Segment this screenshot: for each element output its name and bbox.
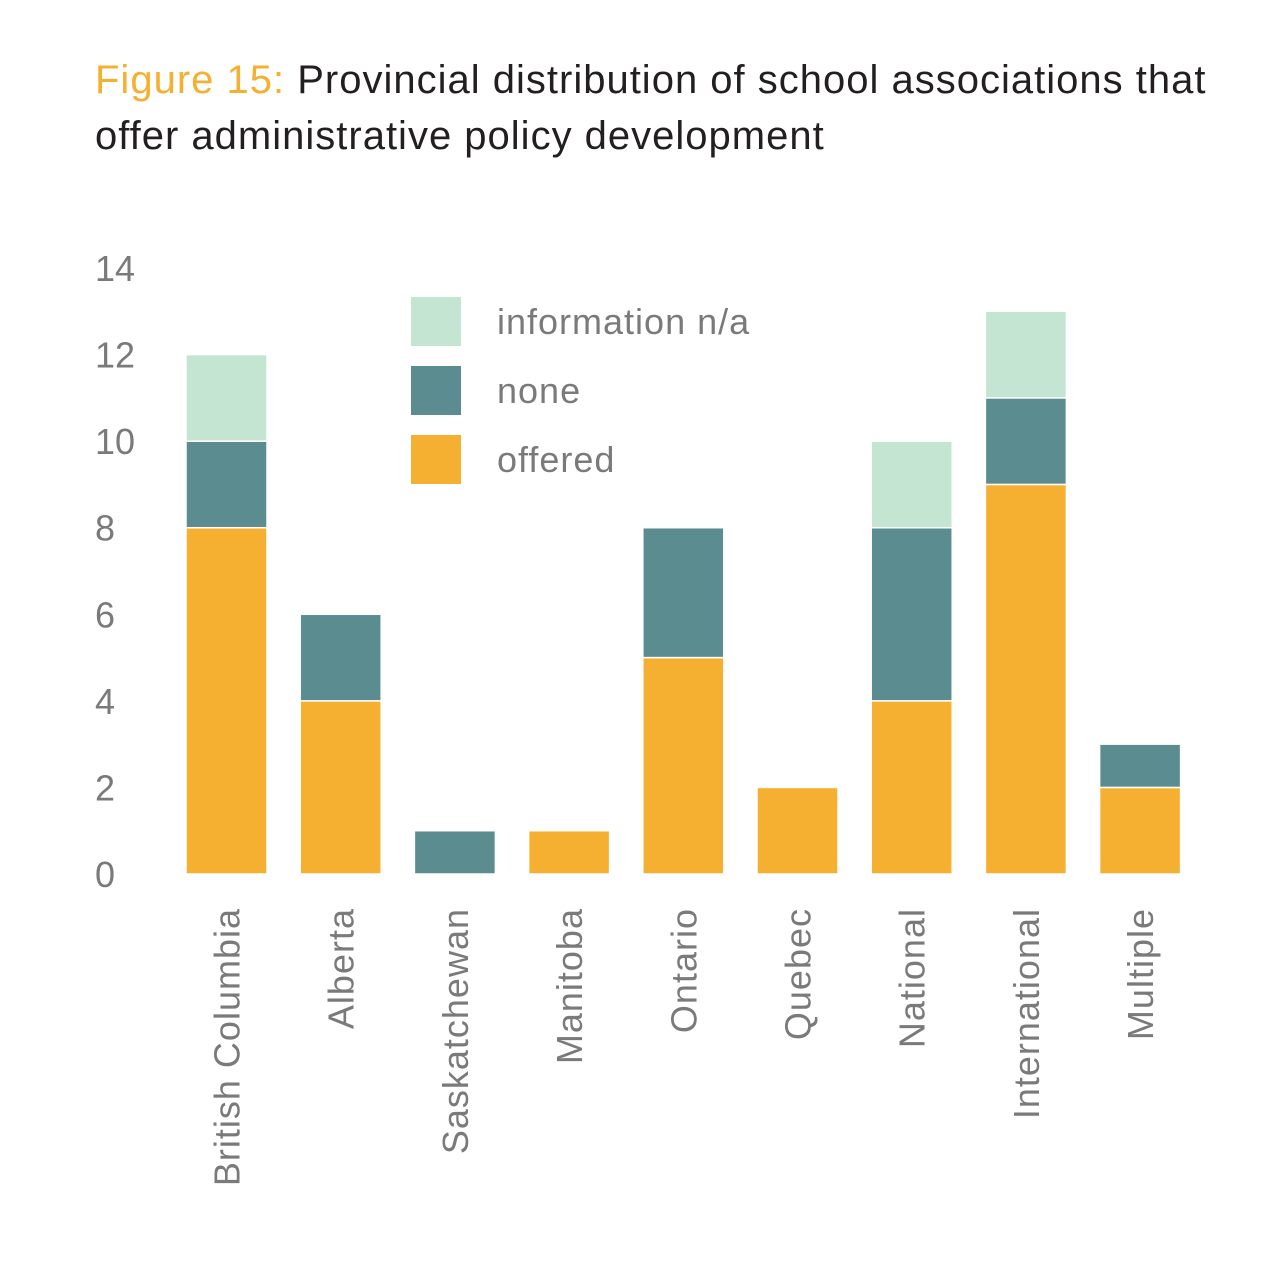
legend-swatch-none [411, 366, 461, 415]
bar-british-columbia-information-n-a [185, 353, 268, 442]
figure-label: Figure 15: [95, 58, 286, 102]
legend-swatch-information-n-a [411, 297, 461, 346]
y-tick-label: 0 [95, 854, 115, 895]
bar-multiple-offered [1098, 786, 1182, 875]
x-label-british-columbia: British Columbia [207, 908, 248, 1186]
bar-alberta-offered [299, 700, 382, 875]
x-label-ontario: Ontario [663, 908, 704, 1033]
bar-manitoba-offered [527, 829, 611, 875]
bar-national-information-n-a [870, 440, 953, 529]
bar-saskatchewan-none [413, 829, 497, 875]
x-label-quebec: Quebec [778, 908, 819, 1040]
legend-label-offered: offered [497, 439, 615, 480]
bar-national-none [870, 526, 953, 702]
bar-international-offered [984, 483, 1068, 875]
title-text: Provincial distribution of school associ… [95, 58, 1207, 158]
y-axis-ticks: 0 2 4 6 8 10 12 14 [95, 248, 135, 895]
legend: information n/a none offered [411, 297, 750, 484]
bar-international-information-n-a [984, 310, 1068, 399]
y-tick-label: 12 [95, 335, 135, 376]
x-label-saskatchewan: Saskatchewan [435, 908, 476, 1154]
x-label-national: National [892, 908, 933, 1048]
y-tick-label: 14 [95, 248, 135, 289]
bar-ontario-offered [642, 656, 725, 875]
x-label-alberta: Alberta [321, 908, 362, 1029]
y-tick-label: 10 [95, 421, 135, 462]
x-axis-labels: British Columbia Alberta Saskatchewan Manit… [207, 908, 1162, 1186]
bars-group [185, 310, 1182, 875]
x-label-multiple: Multiple [1120, 908, 1161, 1040]
bar-international-none [984, 397, 1068, 486]
bar-national-offered [870, 700, 953, 875]
bar-multiple-none [1098, 743, 1182, 789]
legend-swatch-offered [411, 435, 461, 484]
legend-label-none: none [497, 370, 581, 411]
x-label-manitoba: Manitoba [549, 908, 590, 1064]
bar-british-columbia-none [185, 440, 268, 529]
chart-title: Figure 15: Provincial distribution of sc… [95, 52, 1215, 164]
bar-british-columbia-offered [185, 526, 268, 875]
y-tick-label: 8 [95, 508, 115, 549]
bar-ontario-none [642, 526, 725, 659]
y-tick-label: 2 [95, 767, 115, 808]
bar-quebec-offered [756, 786, 839, 875]
bar-alberta-none [299, 613, 382, 702]
x-label-international: International [1006, 908, 1047, 1119]
y-tick-label: 4 [95, 681, 115, 722]
legend-label-information-n-a: information n/a [497, 301, 750, 342]
y-tick-label: 6 [95, 594, 115, 635]
